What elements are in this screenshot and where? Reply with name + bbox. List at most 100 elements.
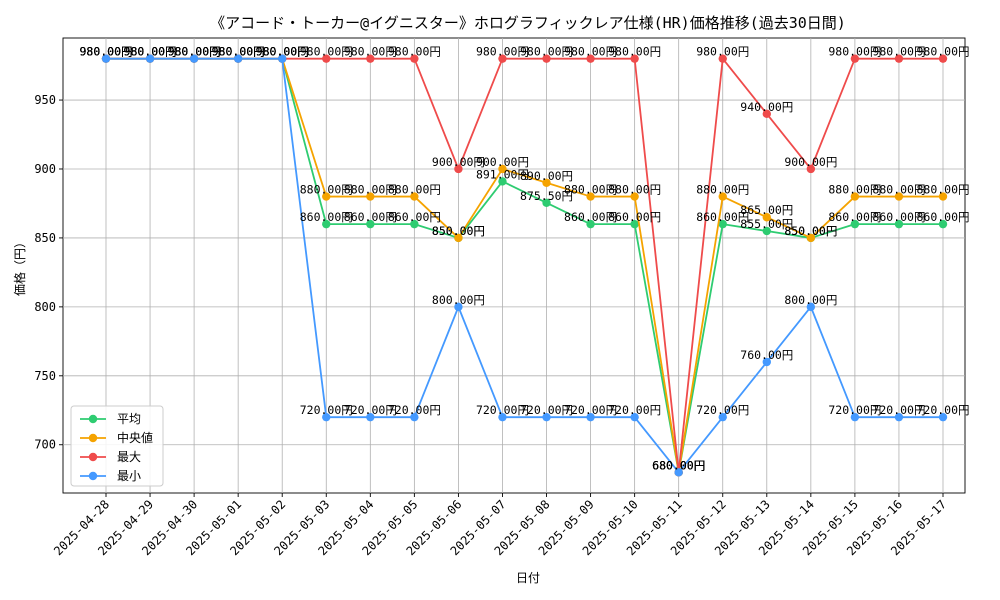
data-label-3: 980.00円 (168, 45, 221, 59)
data-label-1: 880.00円 (916, 183, 969, 197)
series-point-2 (938, 54, 948, 63)
data-label-2: 900.00円 (784, 155, 837, 169)
data-label-1: 880.00円 (388, 183, 441, 197)
series-point-0 (630, 219, 639, 229)
series-point-3 (410, 412, 419, 422)
y-tick-label: 950 (34, 93, 56, 107)
series-point-2 (718, 54, 727, 63)
series-point-0 (850, 219, 860, 229)
data-label-3: 760.00円 (740, 348, 793, 362)
series-point-2 (762, 109, 771, 119)
series-point-1 (806, 233, 816, 243)
data-label-2: 680.00円 (652, 458, 705, 472)
series-point-0 (498, 177, 507, 186)
data-label-3: 720.00円 (696, 403, 749, 417)
data-label-1: 980.00円 (124, 45, 177, 59)
data-label-1: 850.00円 (432, 224, 485, 238)
data-label-1: 980.00円 (256, 45, 309, 59)
series-point-1 (938, 192, 948, 201)
data-label-1: 890.00円 (520, 169, 573, 183)
x-axis-label: 日付 (516, 571, 540, 585)
data-label-0: 860.00円 (388, 210, 441, 224)
data-label-1: 980.00円 (79, 45, 132, 59)
series-point-2 (850, 54, 860, 63)
legend-entry-3: 最小 (117, 469, 141, 483)
series-point-1 (322, 192, 331, 201)
data-label-0: 860.00円 (696, 210, 749, 224)
series-point-1 (718, 192, 727, 201)
data-label-1: 980.00円 (212, 45, 265, 59)
series-point-3 (894, 412, 904, 422)
series-point-3 (674, 468, 683, 477)
data-label-2: 900.00円 (432, 155, 485, 169)
data-label-1: 880.00円 (300, 183, 353, 197)
series-point-1 (542, 178, 551, 187)
data-label-1: 880.00円 (344, 183, 397, 197)
legend-box (70, 405, 164, 487)
grid-layer (63, 38, 965, 493)
data-label-0: 891.00円 (476, 167, 529, 181)
data-label-0: 875.50円 (520, 189, 573, 203)
series-point-1 (454, 233, 463, 243)
series-point-0 (938, 219, 948, 229)
series-point-3 (233, 54, 243, 63)
series-point-1 (894, 192, 904, 201)
series-point-3 (630, 412, 639, 422)
data-label-0: 860.00円 (872, 210, 925, 224)
data-label-1: 880.00円 (696, 183, 749, 197)
series-point-0 (718, 219, 727, 229)
data-label-3: 720.00円 (872, 403, 925, 417)
data-label-0: 850.00円 (432, 224, 485, 238)
data-label-0: 850.00円 (784, 224, 837, 238)
legend-marker-3 (88, 471, 98, 481)
legend-entry-1: 中央値 (117, 430, 153, 445)
data-label-0: 860.00円 (608, 210, 661, 224)
data-label-3: 720.00円 (828, 403, 881, 417)
data-label-0: 980.00円 (168, 45, 221, 59)
data-label-2: 980.00円 (608, 45, 661, 59)
data-label-2: 980.00円 (124, 45, 177, 59)
series-point-3 (542, 412, 551, 422)
series-point-2 (366, 54, 375, 63)
series-point-3 (145, 54, 155, 63)
series-point-2 (586, 54, 595, 63)
data-label-3: 800.00円 (432, 293, 485, 307)
series-point-3 (498, 412, 507, 422)
data-label-3: 720.00円 (476, 403, 529, 417)
series-point-2 (630, 54, 639, 63)
data-label-1: 680.00円 (652, 458, 705, 472)
series-point-3 (366, 412, 375, 422)
series-point-0 (366, 219, 375, 229)
chart-title: 《アコード・トーカー@イグニスター》ホログラフィックレア仕様(HR)価格推移(過… (210, 14, 846, 32)
data-label-1: 880.00円 (608, 183, 661, 197)
data-label-0: 980.00円 (212, 45, 265, 59)
series-point-1 (850, 192, 860, 201)
series-point-0 (762, 226, 771, 236)
data-label-2: 980.00円 (872, 45, 925, 59)
data-label-2: 980.00円 (916, 45, 969, 59)
series-point-2 (498, 54, 507, 63)
data-label-2: 980.00円 (168, 45, 221, 59)
data-label-0: 855.00円 (740, 217, 793, 231)
data-label-0: 860.00円 (300, 210, 353, 224)
data-label-3: 980.00円 (79, 45, 132, 59)
data-label-1: 880.00円 (828, 183, 881, 197)
plot-frame (62, 37, 966, 494)
series-layer (101, 54, 948, 477)
series-point-3 (938, 412, 948, 422)
data-label-1: 865.00円 (740, 203, 793, 217)
y-axis-label: 価格（円） (12, 236, 27, 296)
data-label-2: 980.00円 (79, 45, 132, 59)
series-point-2 (806, 164, 816, 174)
data-label-2: 980.00円 (564, 45, 617, 59)
series-point-2 (322, 54, 331, 63)
series-point-0 (322, 219, 331, 229)
y-tick-label: 800 (34, 300, 56, 314)
series-point-3 (278, 54, 287, 63)
data-label-3: 720.00円 (344, 403, 397, 417)
legend-marker-1 (88, 433, 98, 443)
data-label-1: 900.00円 (476, 155, 529, 169)
series-point-3 (454, 302, 463, 312)
